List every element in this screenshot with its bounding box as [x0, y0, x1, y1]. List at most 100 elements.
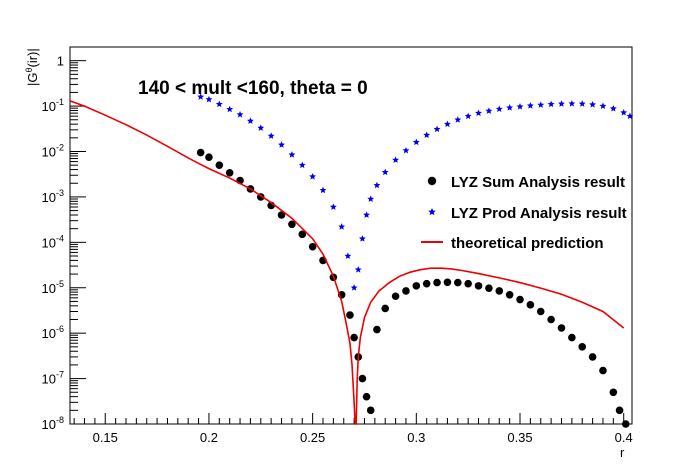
legend-label: LYZ Sum Analysis result	[451, 174, 625, 191]
prod-analysis-point	[236, 110, 244, 118]
sum-analysis-point	[454, 278, 462, 287]
prod-analysis-point	[412, 138, 420, 146]
prod-analysis-point	[433, 125, 441, 133]
prod-analysis-point	[350, 284, 358, 291]
prod-analysis-point	[495, 105, 503, 112]
sum-analysis-point	[412, 282, 421, 290]
prod-analysis-point	[444, 120, 451, 128]
sum-analysis-point	[433, 278, 441, 287]
prod-analysis-point	[205, 95, 213, 103]
prod-analysis-point	[589, 100, 597, 108]
prod-analysis-point	[363, 211, 370, 218]
sum-analysis-point	[391, 292, 400, 301]
sum-analysis-point	[373, 325, 381, 334]
sum-analysis-point	[350, 333, 358, 342]
prod-analysis-point	[267, 132, 275, 139]
sum-analysis-point	[443, 278, 452, 287]
sum-analysis-point	[402, 287, 410, 295]
chart-title: 140 < mult <160, theta = 0	[138, 78, 368, 99]
prod-analysis-point	[197, 93, 205, 100]
prod-analysis-point	[454, 116, 462, 123]
x-tick-label: 0.35	[507, 430, 532, 445]
prod-analysis-point	[338, 223, 346, 230]
prod-analysis-point	[226, 105, 234, 113]
legend-label: theoretical prediction	[451, 235, 604, 252]
prod-analysis-point	[298, 161, 306, 169]
sum-analysis-point	[358, 374, 367, 383]
prod-analysis-point	[329, 203, 337, 210]
prod-analysis-point	[506, 104, 514, 111]
prod-analysis-point	[373, 181, 381, 189]
sum-analysis-point	[495, 287, 504, 295]
sum-analysis-point	[516, 295, 524, 304]
prod-analysis-point	[516, 103, 524, 110]
prod-analysis-point	[475, 109, 482, 117]
prod-analysis-point	[358, 235, 366, 242]
sum-analysis-point	[308, 242, 317, 251]
sum-analysis-point	[547, 315, 555, 324]
prod-analysis-point	[423, 131, 431, 138]
prod-analysis-point	[526, 102, 534, 109]
sum-analysis-point	[381, 304, 390, 313]
series-layer	[69, 93, 634, 428]
legend-label: LYZ Prod Analysis result	[451, 205, 627, 222]
prod-analysis-point	[620, 108, 628, 116]
legend-item-theoretical-prediction: theoretical prediction	[421, 235, 604, 252]
prod-analysis-point	[485, 107, 493, 114]
prod-analysis-point	[215, 100, 223, 108]
sum-analysis-point	[615, 406, 624, 415]
prod-analysis-point	[309, 173, 317, 180]
prod-analysis-point	[402, 146, 410, 154]
sum-analysis-point	[298, 230, 307, 239]
sum-analysis-point	[505, 290, 514, 299]
prod-analysis-point	[354, 266, 362, 273]
x-axis-label: r	[620, 445, 625, 460]
prod-analysis-point	[367, 195, 375, 202]
sum-analysis-point	[536, 307, 545, 316]
sum-analysis-point	[621, 420, 630, 428]
prod-analysis-point	[278, 141, 285, 148]
sum-analysis-point	[588, 353, 597, 361]
sum-analysis-point	[609, 388, 618, 397]
prod-analysis-point	[344, 252, 352, 259]
x-tick-label: 0.3	[407, 430, 425, 445]
sum-analysis-point	[346, 311, 354, 319]
prod-analysis-point	[247, 117, 254, 124]
prod-analysis-point	[381, 168, 389, 176]
series-theoretical-prediction-line	[69, 100, 625, 425]
y-tick-label: 10-7	[42, 370, 64, 387]
sum-analysis-point	[526, 301, 535, 309]
sum-analysis-point	[215, 161, 224, 169]
prod-analysis-point	[464, 112, 472, 120]
prod-analysis-point	[392, 156, 400, 163]
prod-analysis-point	[319, 186, 327, 194]
prod-analysis-point	[578, 100, 586, 107]
prod-analysis-point	[609, 105, 617, 112]
axis-ticks	[70, 46, 625, 425]
sum-analysis-point	[568, 333, 576, 342]
legend-marker-circle	[427, 176, 437, 186]
sum-analysis-point	[366, 406, 375, 415]
sum-analysis-point	[557, 324, 566, 332]
legend: LYZ Sum Analysis result LYZ Prod Analysis…	[421, 174, 627, 252]
sum-analysis-point	[474, 282, 483, 290]
prod-analysis-point	[626, 112, 634, 120]
sum-analysis-point	[205, 153, 213, 161]
y-tick-label: 10-6	[42, 324, 64, 341]
prod-analysis-point	[558, 100, 565, 107]
prod-analysis-point	[257, 124, 265, 131]
x-tick-label: 0.2	[200, 430, 218, 445]
sum-analysis-point	[196, 148, 205, 157]
legend-item-prod-analysis: LYZ Prod Analysis result	[428, 205, 627, 222]
sum-analysis-point	[422, 279, 431, 288]
y-tick-label: 10-3	[42, 188, 64, 205]
y-axis-label: |Gθ(ir)|	[24, 48, 40, 86]
legend-marker-star	[428, 208, 436, 216]
x-tick-label: 0.4	[615, 430, 633, 445]
y-tick-label: 10-5	[42, 279, 64, 296]
prod-analysis-point	[568, 100, 576, 107]
y-tick-label: 10-1	[42, 97, 64, 114]
prod-analysis-point	[599, 102, 607, 109]
prod-analysis-point	[288, 151, 296, 158]
